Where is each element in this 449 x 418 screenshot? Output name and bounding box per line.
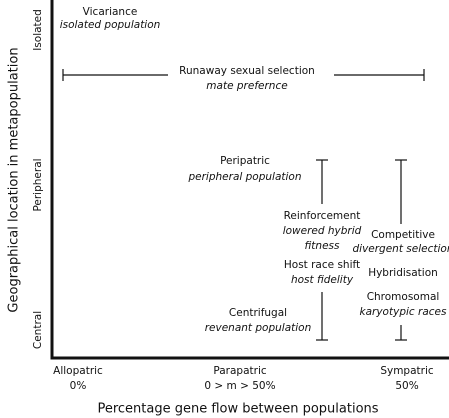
node-detail: peripheral population	[187, 171, 301, 183]
y-label: Peripheral	[32, 158, 44, 211]
node-detail: fitness	[305, 240, 340, 252]
node-label: Runaway sexual selection	[179, 65, 315, 77]
y-label: Central	[32, 311, 44, 349]
node-detail: divergent selection	[352, 243, 449, 255]
node-label: Hybridisation	[368, 267, 438, 279]
node-detail: karyotypic races	[360, 306, 447, 318]
node-detail: revenant population	[205, 322, 312, 334]
y-label: Isolated	[32, 9, 44, 51]
x-label-flow: 50%	[395, 380, 418, 392]
range-bar	[62, 69, 425, 81]
x-label: Allopatric	[53, 365, 103, 377]
node-label: Competitive	[371, 229, 435, 241]
node-label: Centrifugal	[229, 307, 287, 319]
x-label: Sympatric	[380, 365, 434, 377]
x-label: Parapatric	[213, 365, 266, 377]
node-label: Reinforcement	[284, 210, 361, 222]
x-axis-title: Percentage gene flow between populations	[97, 402, 378, 417]
node-label: Chromosomal	[367, 291, 440, 303]
node-detail: lowered hybrid	[283, 225, 362, 237]
node-label: Peripatric	[220, 155, 270, 167]
range-bar	[316, 159, 328, 341]
node-detail: mate prefernce	[206, 80, 287, 92]
node-label: Host race shift	[284, 259, 360, 271]
x-label-flow: 0 > m > 50%	[204, 380, 275, 392]
range-bar	[395, 159, 407, 341]
node-detail: host fidelity	[291, 274, 354, 286]
node-detail: isolated population	[60, 19, 161, 31]
y-axis-title: Geographical location in metapopulation	[7, 47, 22, 312]
node-label: Vicariance	[83, 6, 138, 18]
x-label-flow: 0%	[70, 380, 87, 392]
